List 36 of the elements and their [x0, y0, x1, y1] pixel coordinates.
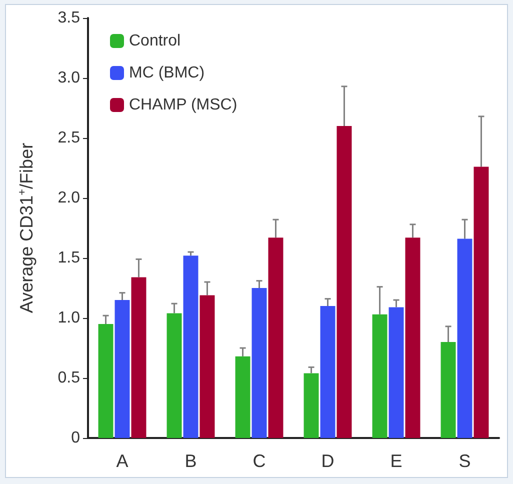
x-tick-label: C: [252, 451, 266, 471]
bar: [114, 300, 130, 438]
legend-label: CHAMP (MSC): [129, 96, 238, 114]
bar: [388, 307, 404, 438]
bar: [98, 324, 114, 438]
bar: [131, 277, 146, 438]
bar: [166, 313, 182, 438]
y-tick-label: 3.0: [58, 70, 80, 86]
bar: [252, 288, 267, 438]
y-tick-label: 1.0: [58, 310, 80, 326]
bar: [200, 295, 215, 438]
bar: [336, 126, 352, 438]
y-tick-label: 2.5: [58, 130, 80, 146]
x-tick-label: B: [184, 451, 197, 471]
x-tick-label: D: [321, 451, 334, 471]
bar: [474, 166, 489, 438]
x-tick-label: E: [390, 451, 402, 471]
bar: [320, 306, 336, 438]
bar: [457, 238, 472, 438]
bar: [440, 342, 456, 438]
x-tick-label: A: [116, 451, 128, 471]
legend-label: Control: [129, 32, 181, 50]
y-axis-title: Average CD31+/Fiber: [16, 142, 36, 314]
legend-label: MC (BMC): [129, 64, 205, 82]
y-tick-label: 0.5: [58, 370, 80, 386]
bar: [405, 238, 420, 438]
y-tick-label: 2.0: [58, 190, 80, 206]
x-tick-label: S: [458, 451, 471, 471]
y-tick-label: 0: [71, 430, 80, 446]
bar: [183, 256, 198, 438]
y-tick-label: 1.5: [58, 250, 80, 266]
bar: [372, 314, 388, 438]
bar: [304, 373, 319, 438]
bar: [268, 238, 284, 438]
y-tick-label: 3.5: [58, 10, 80, 26]
bar: [235, 356, 250, 438]
